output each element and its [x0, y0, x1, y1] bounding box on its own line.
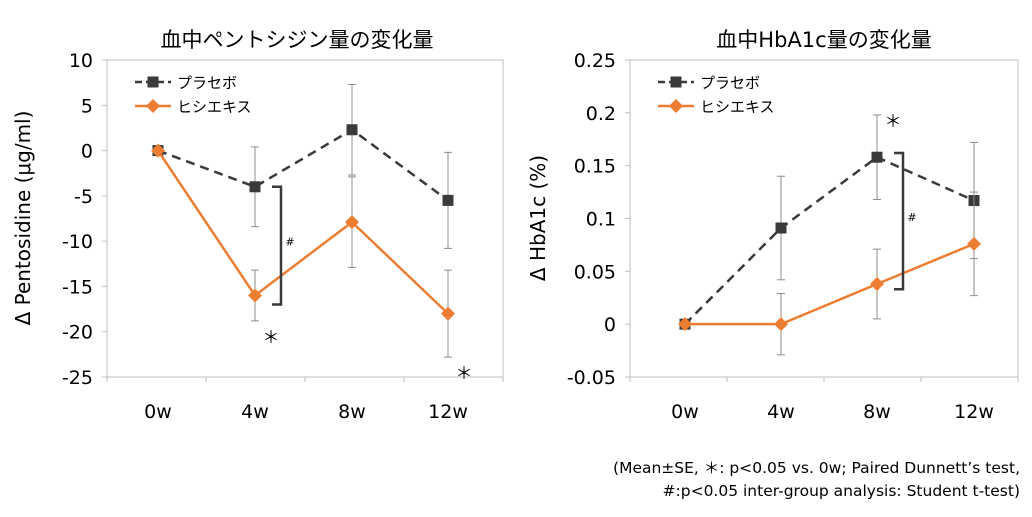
- y-axis-label: Δ Pentosidine (μg/ml): [11, 111, 35, 326]
- x-tick-label: 8w: [338, 401, 366, 423]
- chart-1: 血中ペントシジン量の変化量 Δ Pentosidine (μg/ml) 10 5 0 -5…: [11, 28, 504, 423]
- series-line: [684, 155, 975, 326]
- significance-hash: #: [285, 236, 294, 249]
- footnote-line-2: #:p<0.05 inter-group analysis: Student t…: [662, 482, 1020, 500]
- x-tick-label: 4w: [767, 401, 795, 423]
- data-point: [871, 151, 883, 163]
- y-tick-label: 0.15: [574, 156, 616, 178]
- data-point: [775, 222, 787, 234]
- y-tick-label: 0.2: [586, 103, 616, 125]
- data-point: [248, 288, 262, 303]
- legend-label: ヒシエキス: [700, 98, 775, 116]
- legend-marker: [146, 99, 160, 113]
- series-extract: [678, 191, 981, 356]
- data-point: [345, 215, 359, 230]
- footnote-line-1: (Mean±SE, ＊: p<0.05 vs. 0w; Paired Dunne…: [613, 459, 1020, 477]
- legend-label: プラセボ: [700, 74, 760, 92]
- significance-asterisk: ＊: [263, 328, 280, 348]
- legend-label: プラセボ: [177, 74, 237, 92]
- significance-bracket: [894, 151, 905, 291]
- x-tick-label: 12w: [954, 401, 994, 423]
- y-tick-label: 0: [81, 141, 93, 163]
- significance-asterisk: ＊: [885, 112, 902, 132]
- data-point: [870, 277, 884, 292]
- data-point: [442, 194, 454, 206]
- y-tick-label: -0.05: [567, 367, 616, 389]
- y-tick-label: 0.1: [586, 209, 616, 231]
- chart-title: 血中ペントシジン量の変化量: [161, 28, 434, 52]
- legend-marker: [669, 99, 683, 113]
- x-tick-label: 12w: [428, 401, 468, 423]
- legend-marker: [670, 76, 682, 88]
- data-point: [441, 306, 455, 321]
- y-tick-label: 0.25: [574, 50, 616, 72]
- significance-bracket: [272, 185, 283, 306]
- series-placebo: [679, 114, 980, 330]
- data-point: [678, 317, 692, 332]
- series-line: [685, 242, 975, 326]
- y-tick-label: -10: [62, 231, 93, 253]
- chart-title: 血中HbA1c量の変化量: [716, 28, 931, 52]
- y-tick-label: 0: [604, 314, 616, 336]
- y-tick-label: -25: [62, 367, 93, 389]
- data-point: [967, 236, 981, 251]
- data-point: [249, 181, 261, 193]
- series-line: [156, 149, 449, 315]
- data-point: [151, 143, 165, 158]
- data-point: [774, 317, 788, 332]
- y-tick-label: -20: [62, 322, 93, 344]
- y-tick-label: -15: [62, 276, 93, 298]
- data-point: [346, 124, 358, 136]
- series-line: [157, 128, 449, 202]
- x-tick-label: 0w: [671, 401, 699, 423]
- legend-label: ヒシエキス: [177, 98, 252, 116]
- y-tick-label: 0.05: [574, 261, 616, 283]
- significance-asterisk: ＊: [456, 364, 473, 384]
- x-tick-label: 8w: [863, 401, 891, 423]
- plot-area: [106, 59, 504, 378]
- series-extract: [151, 143, 455, 358]
- y-axis-label: Δ HbA1c (%): [526, 155, 550, 281]
- x-tick-label: 0w: [144, 401, 172, 423]
- y-tick-label: -5: [74, 186, 93, 208]
- chart-2: 血中HbA1c量の変化量 Δ HbA1c (%) 0.25 0.2 0.15 0.1 0.0…: [526, 28, 1019, 423]
- significance-hash: #: [907, 211, 916, 224]
- y-tick-label: 5: [81, 95, 93, 117]
- x-tick-label: 4w: [241, 401, 269, 423]
- legend-marker: [147, 76, 159, 88]
- y-tick-label: 10: [69, 50, 93, 72]
